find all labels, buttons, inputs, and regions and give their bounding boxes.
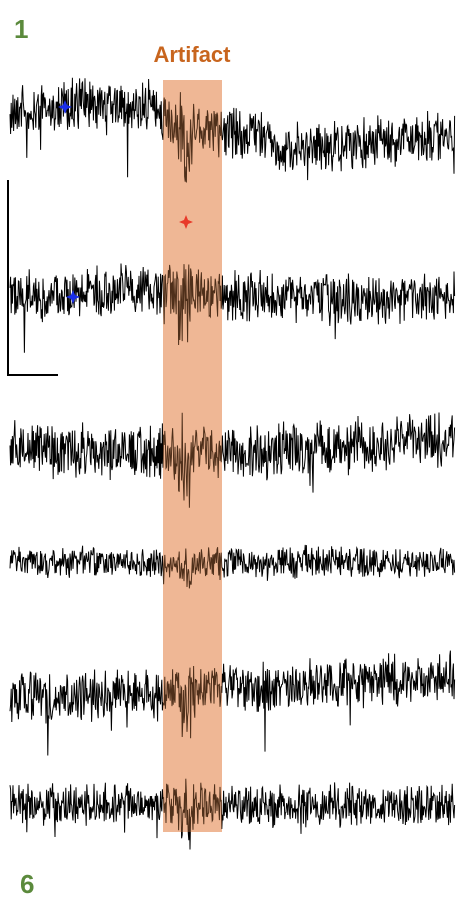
star: [66, 290, 80, 304]
star: [58, 100, 72, 114]
artifact-overlay: [163, 80, 222, 832]
star: [179, 215, 193, 229]
trace: [9, 77, 456, 183]
trace-label-first: 1: [14, 14, 28, 44]
trace: [9, 778, 456, 850]
traces: [9, 77, 456, 850]
marker-blue-2: [66, 290, 80, 304]
trace: [9, 263, 456, 353]
marker-red: [179, 215, 193, 229]
marker-blue-1: [58, 100, 72, 114]
trace: [9, 412, 456, 508]
trace-label-last: 6: [20, 869, 34, 899]
trace: [9, 650, 456, 756]
artifact-label: Artifact: [153, 42, 231, 67]
trace: [9, 544, 456, 589]
